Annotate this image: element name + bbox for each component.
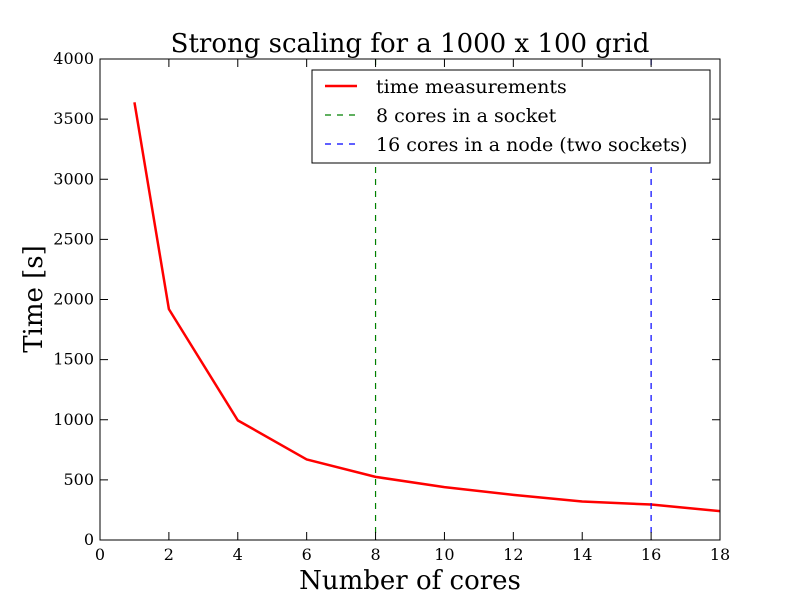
y-tick-label-7: 3500 (53, 109, 94, 128)
y-tick-label-4: 2000 (53, 290, 94, 309)
y-tick-label-3: 1500 (53, 350, 94, 369)
y-tick-label-5: 2500 (53, 229, 94, 248)
y-tick-label-2: 1000 (53, 410, 94, 429)
legend-label-2: 16 cores in a node (two sockets) (376, 134, 687, 156)
y-tick-label-0: 0 (84, 530, 94, 549)
y-tick-label-6: 3000 (53, 169, 94, 188)
x-tick-label-5: 10 (434, 545, 454, 564)
x-tick-label-2: 4 (233, 545, 243, 564)
x-tick-label-9: 18 (710, 545, 730, 564)
legend-box (311, 69, 711, 164)
y-tick-label-8: 4000 (53, 49, 94, 68)
legend-label-1: 8 cores in a socket (376, 105, 557, 127)
plot-area: 0 2 4 6 8 10 12 14 16 18 0 500 1000 1500 2000 2500 3000 3… (53, 49, 730, 564)
x-tick-label-8: 16 (641, 545, 661, 564)
x-tick-label-6: 12 (503, 545, 523, 564)
x-tick-label-3: 6 (302, 545, 312, 564)
x-axis-label: Number of cores (299, 566, 521, 596)
y-tick-label-1: 500 (63, 470, 94, 489)
x-tick-label-1: 2 (164, 545, 174, 564)
chart-title: Strong scaling for a 1000 x 100 grid (171, 29, 650, 59)
y-axis-label: Time [s] (19, 245, 49, 353)
x-tick-label-4: 8 (370, 545, 380, 564)
x-tick-label-0: 0 (95, 545, 105, 564)
legend: time measurements 8 cores in a socket 16 c… (311, 69, 711, 164)
legend-label-0: time measurements (376, 76, 567, 98)
series-line-0 (133, 102, 720, 513)
x-tick-label-7: 14 (572, 545, 592, 564)
